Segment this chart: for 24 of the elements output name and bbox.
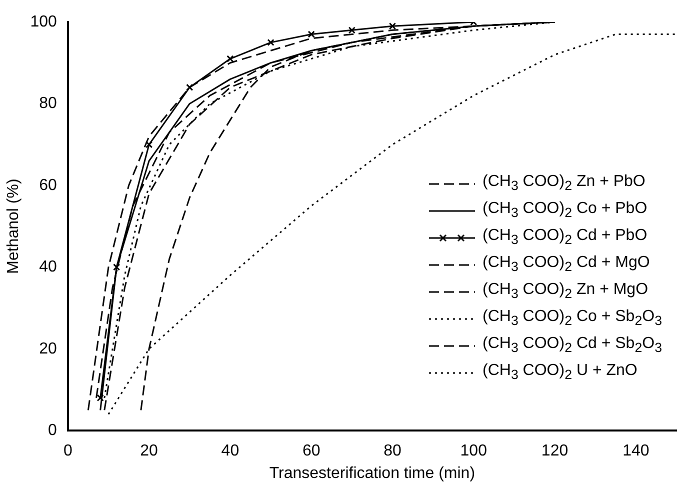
x-tick-label: 40 bbox=[221, 442, 240, 460]
legend-label: (CH$_{3}$ COO)$_{2}$ Cd + MgO bbox=[482, 254, 650, 275]
legend-label: (CH$_{3}$ COO)$_{2}$ Cd + Sb$_{2}$O$_{3}$ bbox=[482, 335, 662, 356]
x-tick-label: 120 bbox=[541, 442, 568, 460]
x-tick-label: 0 bbox=[63, 442, 72, 460]
y-tick-label: 0 bbox=[48, 422, 57, 440]
x-tick-label: 140 bbox=[622, 442, 650, 460]
x-axis-title: Transesterification time (min) bbox=[269, 464, 476, 482]
x-tick-label: 60 bbox=[302, 442, 320, 460]
y-tick-label: 40 bbox=[39, 258, 57, 276]
x-tick-label: 20 bbox=[140, 442, 158, 460]
y-tick-label: 60 bbox=[39, 176, 57, 194]
legend-label: (CH$_{3}$ COO)$_{2}$ Cd + PbO bbox=[482, 227, 648, 248]
legend-label: (CH$_{3}$ COO)$_{2}$ Zn + MgO bbox=[482, 281, 648, 302]
y-tick-label: 20 bbox=[39, 340, 57, 358]
x-tick-label: 100 bbox=[460, 442, 488, 460]
y-tick-label: 100 bbox=[30, 13, 57, 30]
legend-label: (CH$_{3}$ COO)$_{2}$ Co + PbO bbox=[482, 200, 648, 221]
y-tick-label: 80 bbox=[39, 95, 57, 112]
y-axis-title: Methanol (%) bbox=[5, 178, 22, 274]
legend-label: (CH$_{3}$ COO)$_{2}$ Zn + PbO bbox=[482, 173, 646, 194]
legend-label: (CH$_{3}$ COO)$_{2}$ U + ZnO bbox=[482, 362, 638, 383]
x-tick-label: 80 bbox=[384, 442, 402, 460]
legend-label: (CH$_{3}$ COO)$_{2}$ Co + Sb$_{2}$O$_{3}$ bbox=[482, 308, 662, 329]
